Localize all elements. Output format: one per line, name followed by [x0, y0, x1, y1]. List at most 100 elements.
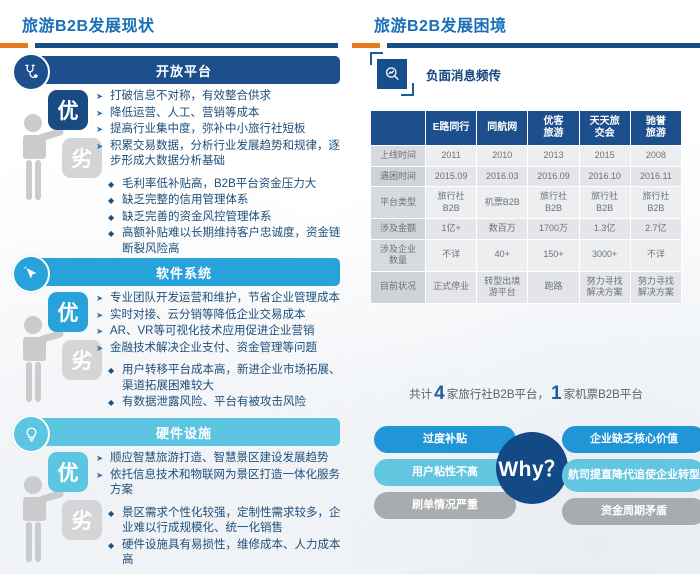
cons-list: 用户转移平台成本高，新进企业市场拓展、渠道拓展困难较大 有数据泄露风险、平台有被…	[96, 363, 344, 411]
table-cell: 2015.09	[424, 165, 478, 187]
table-cell: 2013	[527, 145, 580, 167]
table-cell: 转型出境 游平台	[476, 270, 529, 304]
table-cell: 跑路	[527, 270, 580, 304]
badge-pros: 优	[48, 452, 88, 492]
person-badges-figure: 优 劣	[14, 288, 102, 408]
page-title-right: 旅游B2B发展困境	[374, 18, 507, 35]
table-row: 涉及金额 1亿+ 数百万 1700万 1.3亿 2.7亿	[370, 218, 683, 240]
badge-cons: 劣	[62, 500, 102, 540]
why-pill-left-3: 刷单情况严重	[374, 492, 516, 519]
summary-count-air: 1	[551, 383, 562, 404]
block-heading-text: 开放平台	[155, 63, 212, 79]
table-corner-cell	[370, 110, 426, 146]
right-title-group: 旅游B2B发展困境	[374, 12, 507, 36]
table-row-header: 上线时间	[370, 145, 426, 167]
table-cell: 旅行社 B2B	[578, 186, 631, 219]
list-item: 硬件设施具有易损性，维修成本、人力成本高	[108, 538, 344, 569]
block-body: 优 劣 打破信息不对称，有效整合供求 降低运营、人工、营销等成本 提高行业集中度…	[0, 84, 352, 274]
block-heading-text: 硬件设施	[155, 425, 212, 441]
table-col-header: 优客 旅游	[527, 110, 580, 146]
table-row-header: 涉及金额	[370, 218, 426, 240]
table-cell: 3000+	[578, 238, 631, 272]
block-body: 优 劣 顺应智慧旅游打造、智慧景区建设发展趋势 依托信息技术和物联网为景区打造一…	[0, 446, 352, 569]
rule-line-blue	[387, 43, 700, 48]
person-badges-figure: 优 劣	[14, 448, 102, 568]
table-col-header: E路同行	[424, 110, 478, 146]
icon-square	[377, 59, 407, 89]
person-icon	[23, 114, 64, 200]
list-item: 降低运营、人工、营销等成本	[96, 106, 344, 122]
table-row-header: 目前状况	[370, 270, 426, 304]
table-cell: 数百万	[476, 218, 529, 240]
table-col-header: 天天旅 交会	[578, 110, 631, 146]
list-item: 专业团队开发运营和维护，节省企业管理成本	[96, 291, 344, 307]
list-item: 金融技术解决企业支付、资金管理等问题	[96, 341, 344, 357]
table-cell: 40+	[476, 238, 529, 272]
list-item: 依托信息技术和物联网为景区打造一体化服务方案	[96, 468, 344, 499]
list-item: 提高行业集中度，弥补中小旅行社短板	[96, 122, 344, 138]
list-item: AR、VR等可视化技术应用促进企业营销	[96, 324, 344, 340]
table-cell: 正式停业	[424, 270, 478, 304]
left-title-group: 旅游B2B发展现状	[22, 12, 155, 36]
table-cell: 不详	[424, 238, 478, 272]
table-cell: 2016.11	[629, 165, 683, 187]
block-hardware-facility: 硬件设施	[0, 415, 352, 570]
page-title-left: 旅游B2B发展现状	[22, 18, 155, 35]
why-pill-right-3: 资金周期矛盾	[562, 498, 700, 525]
table-row: 遇困时间 2015.09 2016.03 2016.09 2016.10 201…	[370, 165, 683, 187]
badge-cons: 劣	[62, 340, 102, 380]
list-item: 用户转移平台成本高，新进企业市场拓展、渠道拓展困难较大	[108, 363, 344, 394]
table-cell: 2015	[578, 145, 631, 167]
person-icon	[23, 476, 64, 562]
pros-list: 专业团队开发运营和维护，节省企业管理成本 实时对接、云分销等降低企业交易成本 A…	[96, 291, 344, 356]
table-row-header: 涉及企业 数量	[370, 238, 426, 272]
table-row: 上线时间 2011 2010 2013 2015 2008	[370, 145, 683, 167]
block-software-system: 软件系统	[0, 255, 352, 412]
list-item: 有数据泄露风险、平台有被攻击风险	[108, 395, 344, 411]
block-heading-text: 软件系统	[155, 265, 212, 281]
cons-list: 景区需求个性化较强，定制性需求较多，企业难以行成规模化、统一化销售 硬件设施具有…	[96, 506, 344, 569]
block-heading-bar: 硬件设施	[28, 418, 340, 446]
table-cell: 1.3亿	[578, 218, 631, 240]
icon-heading-text: 负面消息频传	[426, 68, 502, 83]
rule-accent-orange	[352, 43, 380, 48]
pros-list: 打破信息不对称，有效整合供求 降低运营、人工、营销等成本 提高行业集中度，弥补中…	[96, 89, 344, 170]
mouse-click-icon	[12, 255, 50, 293]
table-cell: 2010	[476, 145, 529, 167]
list-item: 毛利率低补贴高，B2B平台资金压力大	[108, 177, 344, 193]
list-item: 顺应智慧旅游打造、智慧景区建设发展趋势	[96, 451, 344, 467]
table-row-header: 遇困时间	[370, 165, 426, 187]
table-header-row: E路同行 同航网 优客 旅游 天天旅 交会 驰誉 旅游	[370, 110, 683, 146]
why-pill-left-1: 过度补贴	[374, 426, 516, 453]
block-header: 硬件设施	[0, 415, 352, 453]
block-heading-bar: 软件系统	[28, 258, 340, 286]
table-cell: 旅行社 B2B	[424, 186, 478, 219]
table-col-header: 驰誉 旅游	[629, 110, 683, 146]
table-cell: 150+	[527, 238, 580, 272]
summary-mid: 家旅行社B2B平台，	[446, 389, 549, 401]
block-header: 软件系统	[0, 255, 352, 293]
table-cell: 2.7亿	[629, 218, 683, 240]
person-icon	[23, 316, 64, 402]
right-title-rule	[352, 43, 700, 48]
incidents-table: E路同行 同航网 优客 旅游 天天旅 交会 驰誉 旅游 上线时间 2011 2010 …	[370, 110, 683, 304]
block-open-platform: 开放平台	[0, 53, 352, 275]
summary-line: 共计 4 家旅行社B2B平台， 1 家机票B2B平台	[352, 383, 700, 405]
block-heading-bar: 开放平台	[28, 56, 340, 84]
table-col-header: 同航网	[476, 110, 529, 146]
magnifier-chart-icon	[370, 52, 414, 96]
badge-pros: 优	[48, 90, 88, 130]
summary-count-agency: 4	[434, 383, 445, 404]
table-row-header: 平台类型	[370, 186, 426, 219]
why-pill-right-1: 企业缺乏核心价值	[562, 426, 700, 453]
why-center-circle: Why？	[496, 432, 568, 504]
person-badges-figure: 优 劣	[14, 86, 102, 206]
table-cell: 努力寻找 解决方案	[578, 270, 631, 304]
table-cell: 2016.09	[527, 165, 580, 187]
list-item: 缺乏完整的信用管理体系	[108, 193, 344, 209]
list-item: 积累交易数据，分析行业发展趋势和规律，逐步形成大数据分析基础	[96, 139, 344, 170]
table-cell: 不详	[629, 238, 683, 272]
summary-prefix: 共计	[409, 389, 433, 401]
list-item: 打破信息不对称，有效整合供求	[96, 89, 344, 105]
why-pill-left-2: 用户粘性不高	[374, 459, 516, 486]
